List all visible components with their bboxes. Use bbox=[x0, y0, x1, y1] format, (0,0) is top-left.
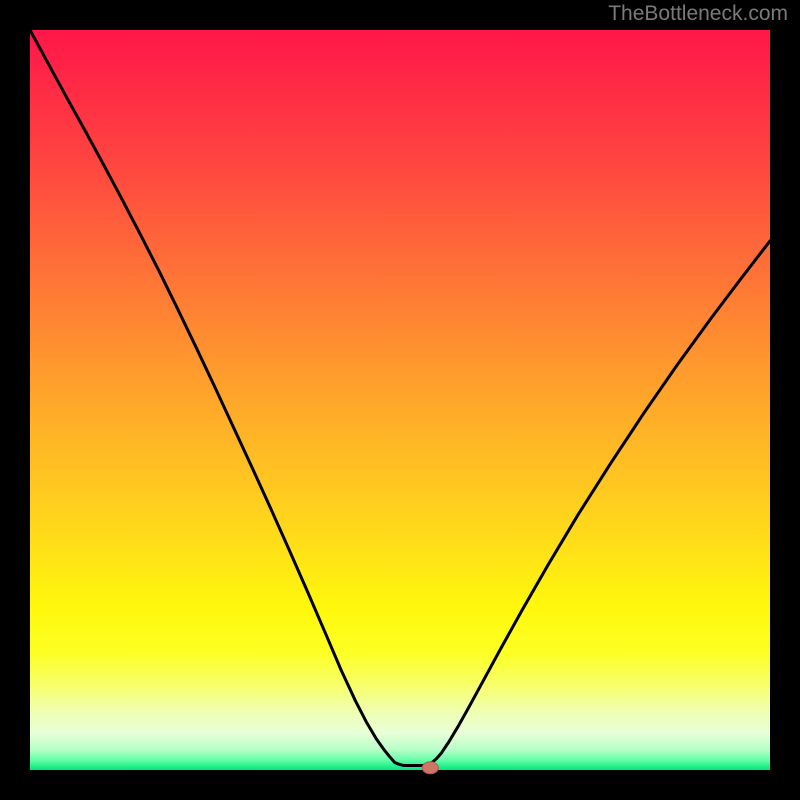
watermark-text: TheBottleneck.com bbox=[608, 2, 788, 26]
plot-background bbox=[30, 30, 770, 770]
chart-container: TheBottleneck.com bbox=[0, 0, 800, 800]
optimum-marker bbox=[422, 762, 438, 774]
bottleneck-chart bbox=[0, 0, 800, 800]
